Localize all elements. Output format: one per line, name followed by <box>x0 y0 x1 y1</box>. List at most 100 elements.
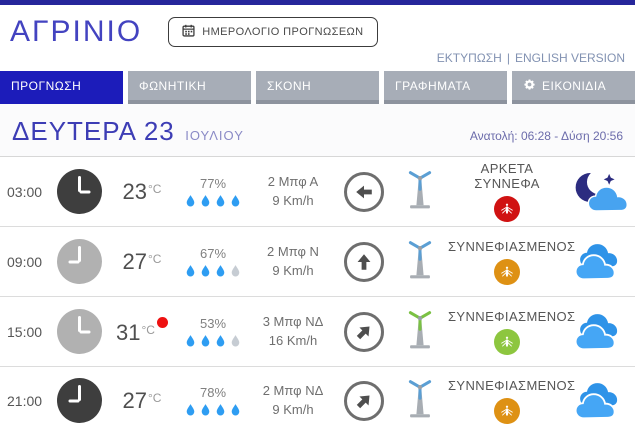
wind-beaufort: 2 Μπφ Ν <box>267 243 319 259</box>
gear-icon <box>523 78 536 94</box>
humidity-cell: 67% <box>176 246 250 278</box>
wind-beaufort: 2 Μπφ ΝΔ <box>262 382 324 398</box>
wind-speed: 9 Km/h <box>272 401 314 417</box>
tab-label: ΓΡΑΦΗΜΑΤΑ <box>395 78 471 93</box>
tab-label: ΣΚΟΝΗ <box>267 78 312 93</box>
weather-description: ΣΥΝΝΕΦΙΑΣΜΕΝΟΣ <box>448 238 576 254</box>
tab-bar: ΠΡΟΓΝΩΣΗ ΦΩΝΗΤΙΚΗ ΣΚΟΝΗ ΓΡΑΦΗΜΑΤΑ ΕΙΚΟΝΙ… <box>0 71 635 104</box>
mosquito-activity-icon <box>494 328 520 355</box>
clock-minute-hand <box>77 315 81 332</box>
tab-label: ΕΙΚΟΝΙΔΙΑ <box>542 78 607 93</box>
clock-minute-hand <box>77 245 81 262</box>
forecast-table: 03:00 23°C 77% 2 Μπφ Α 9 Km/h <box>0 157 635 428</box>
humidity-cell: 78% <box>176 385 250 417</box>
humidity-drops-icon <box>176 333 250 348</box>
temperature-value: 27°C <box>122 387 162 413</box>
temperature-unit: °C <box>148 390 162 405</box>
wind-speed: 9 Km/h <box>272 192 314 208</box>
temperature-value: 23°C <box>122 178 162 204</box>
wind-turbine-icon <box>392 375 448 426</box>
tab-dust[interactable]: ΣΚΟΝΗ <box>256 71 379 104</box>
wind-cell: 2 Μπφ ΝΔ 9 Km/h <box>250 382 336 420</box>
humidity-drops-icon <box>176 402 250 417</box>
humidity-value: 67% <box>199 245 227 261</box>
weather-description: ΑΡΚΕΤΑ ΣΥΝΝΕΦΑ <box>474 161 540 191</box>
tab-label: ΠΡΟΓΝΩΣΗ <box>11 78 82 93</box>
wind-direction-icon <box>344 241 384 282</box>
calendar-button-label: ΗΜΕΡΟΛΟΓΙΟ ΠΡΟΓΝΩΣΕΩΝ <box>202 26 364 38</box>
clock-icon <box>56 309 102 354</box>
forecast-row: 15:00 31°C 53% 3 Μπφ ΝΔ 16 Km/h <box>0 297 635 367</box>
weather-description: ΣΥΝΝΕΦΙΑΣΜΕΝΟΣ <box>448 308 576 324</box>
tab-forecast[interactable]: ΠΡΟΓΝΩΣΗ <box>0 71 123 104</box>
humidity-value: 53% <box>199 315 227 331</box>
temperature-unit: °C <box>148 181 162 196</box>
humidity-drops-icon <box>176 263 250 278</box>
clock-minute-hand <box>77 384 81 401</box>
print-link[interactable]: ΕΚΤΥΠΩΣΗ <box>436 51 502 65</box>
wind-speed: 9 Km/h <box>272 262 314 278</box>
temperature-value: 31°C <box>108 317 176 346</box>
wind-turbine-icon <box>392 306 448 357</box>
weather-description-cell: ΑΡΚΕΤΑ ΣΥΝΝΕΦΑ <box>448 161 566 222</box>
time-label: 03:00 <box>7 183 43 200</box>
date-title: ΔΕΥΤΕΡΑ 23 ΙΟΥΛΙΟΥ <box>12 116 244 147</box>
mosquito-activity-icon <box>494 397 520 424</box>
links-separator: | <box>506 51 510 65</box>
humidity-cell: 77% <box>176 176 250 208</box>
wind-cell: 2 Μπφ Ν 9 Km/h <box>250 243 336 281</box>
wind-speed: 16 Km/h <box>268 332 318 348</box>
time-label: 21:00 <box>7 392 43 409</box>
wind-cell: 3 Μπφ ΝΔ 16 Km/h <box>250 313 336 351</box>
wind-direction-icon <box>344 311 384 352</box>
page-title: ΑΓΡΙΝΙΟ <box>10 15 143 48</box>
wind-direction-icon <box>344 380 384 421</box>
temperature-unit: °C <box>148 251 162 266</box>
clock-minute-hand <box>77 175 81 192</box>
weather-icon-night <box>575 169 628 212</box>
tab-voice[interactable]: ΦΩΝΗΤΙΚΗ <box>128 71 251 104</box>
time-label: 15:00 <box>7 323 43 340</box>
tab-charts[interactable]: ΓΡΑΦΗΜΑΤΑ <box>384 71 507 104</box>
mosquito-activity-icon <box>494 258 520 285</box>
calendar-icon <box>182 24 195 40</box>
wind-cell: 2 Μπφ Α 9 Km/h <box>250 173 336 211</box>
page-header: ΑΓΡΙΝΙΟ ΗΜΕΡΟΛΟΓΙΟ ΠΡΟΓΝΩΣΕΩΝ <box>0 5 635 49</box>
calendar-forecasts-button[interactable]: ΗΜΕΡΟΛΟΓΙΟ ΠΡΟΓΝΩΣΕΩΝ <box>168 17 378 47</box>
max-temp-dot <box>156 317 168 328</box>
weather-description: ΣΥΝΝΕΦΙΑΣΜΕΝΟΣ <box>448 377 576 393</box>
english-version-link[interactable]: ENGLISH VERSION <box>514 51 625 65</box>
clock-icon <box>56 378 102 423</box>
weather-icon-clouds <box>574 382 617 419</box>
sunrise-sunset-info: Ανατολή: 06:28 - Δύση 20:56 <box>469 129 623 143</box>
tab-icons[interactable]: ΕΙΚΟΝΙΔΙΑ <box>512 71 635 104</box>
weather-description-cell: ΣΥΝΝΕΦΙΑΣΜΕΝΟΣ <box>448 308 576 355</box>
temperature-unit: °C <box>141 323 155 337</box>
humidity-value: 77% <box>199 175 227 191</box>
weather-icon-clouds <box>574 313 617 350</box>
temperature-value: 27°C <box>122 248 162 274</box>
forecast-row: 21:00 27°C 78% 2 Μπφ ΝΔ 9 Km/h <box>0 367 635 428</box>
clock-hour-hand <box>79 330 90 333</box>
date-header: ΔΕΥΤΕΡΑ 23 ΙΟΥΛΙΟΥ Ανατολή: 06:28 - Δύση… <box>0 104 635 157</box>
mosquito-activity-icon <box>494 196 520 222</box>
humidity-cell: 53% <box>176 316 250 348</box>
humidity-value: 78% <box>199 384 227 400</box>
tab-label: ΦΩΝΗΤΙΚΗ <box>139 78 207 93</box>
utility-links: ΕΚΤΥΠΩΣΗ | ENGLISH VERSION <box>0 49 635 69</box>
clock-icon <box>56 239 102 284</box>
wind-turbine-icon <box>392 166 448 217</box>
humidity-drops-icon <box>176 193 250 208</box>
wind-beaufort: 3 Μπφ ΝΔ <box>262 313 324 329</box>
weather-icon-clouds <box>574 243 617 280</box>
wind-direction-icon <box>344 171 384 212</box>
wind-beaufort: 2 Μπφ Α <box>267 173 319 189</box>
clock-icon <box>56 169 102 214</box>
day-month: ΙΟΥΛΙΟΥ <box>185 128 244 143</box>
day-name: ΔΕΥΤΕΡΑ 23 <box>12 116 175 146</box>
weather-description-cell: ΣΥΝΝΕΦΙΑΣΜΕΝΟΣ <box>448 238 576 285</box>
clock-hour-hand <box>79 190 90 193</box>
time-label: 09:00 <box>7 253 43 270</box>
forecast-row: 09:00 27°C 67% 2 Μπφ Ν 9 Km/h <box>0 227 635 297</box>
